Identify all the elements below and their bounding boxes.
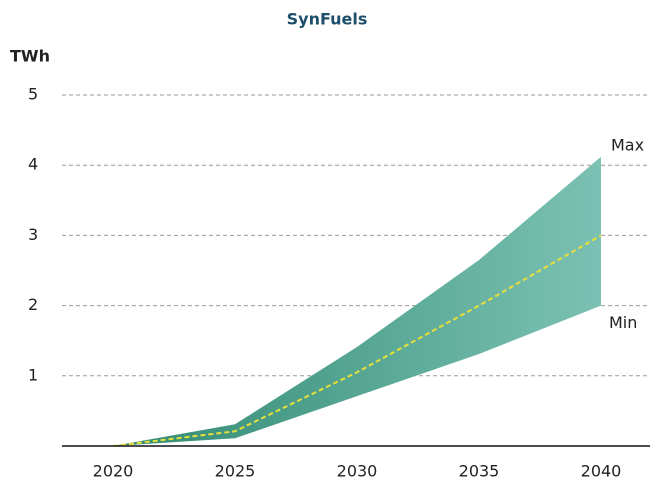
x-tick-label: 2040 [581, 462, 622, 481]
range-band [113, 156, 601, 446]
y-tick-label: 3 [28, 225, 38, 244]
y-tick-label: 4 [28, 155, 38, 174]
chart-title: SynFuels [287, 10, 368, 29]
x-tick-label: 2035 [459, 462, 500, 481]
min-label: Min [609, 313, 637, 332]
mid-line [112, 234, 602, 447]
max-label: Max [611, 135, 644, 154]
x-tick-label: 2030 [337, 462, 378, 481]
y-tick-label: 2 [28, 295, 38, 314]
y-tick-label: 1 [28, 365, 38, 384]
x-tick-label: 2020 [93, 462, 134, 481]
x-tick-label: 2025 [215, 462, 256, 481]
y-tick-label: 5 [28, 85, 38, 104]
y-axis-label: TWh [10, 47, 50, 66]
